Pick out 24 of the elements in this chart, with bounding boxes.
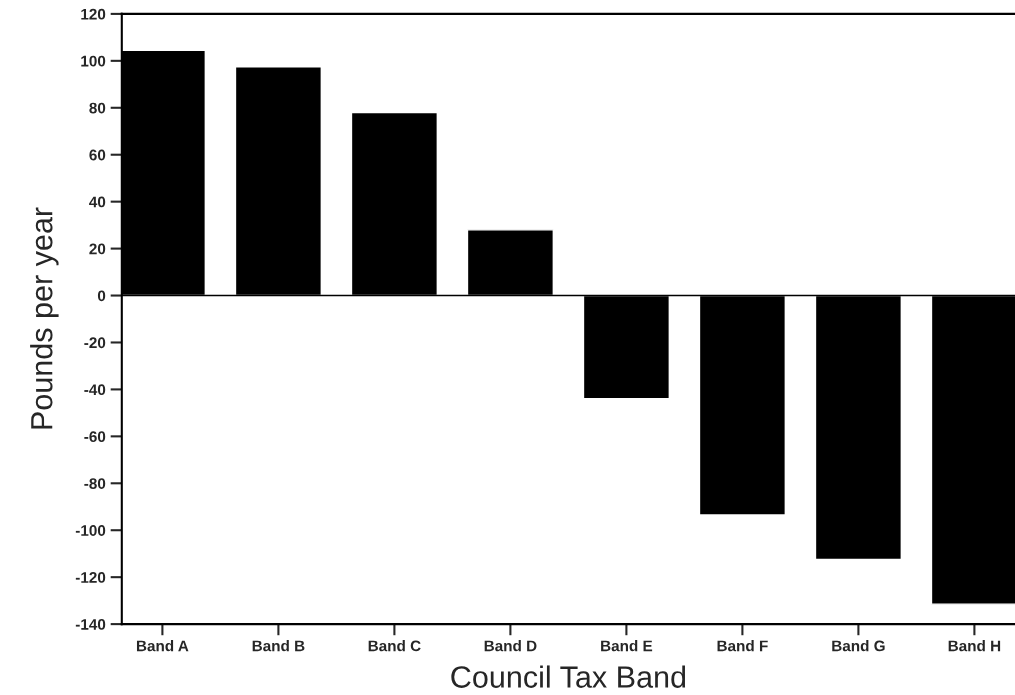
x-tick-label: Band D	[484, 640, 537, 652]
y-axis-title: Pounds per year	[30, 207, 59, 429]
y-tick-label: -80	[84, 478, 106, 489]
x-tick-label: Band F	[717, 640, 768, 652]
y-tick-label: -140	[75, 618, 106, 630]
x-tick-label: Band C	[368, 640, 421, 652]
y-tick-label: 0	[97, 290, 106, 302]
y-tick-label: 40	[89, 196, 106, 208]
y-tick-label: 80	[89, 102, 106, 114]
y-tick-label: -40	[84, 384, 106, 396]
x-tick-label: Band H	[948, 640, 1001, 652]
y-tick-label: -20	[84, 337, 106, 349]
x-axis-title: Council Tax Band	[451, 665, 686, 688]
y-tick-label: -60	[84, 431, 106, 443]
y-tick-label: 100	[81, 55, 106, 67]
x-tick-label: Band B	[252, 640, 305, 652]
y-tick-label: 60	[89, 149, 106, 161]
y-tick-label: 120	[81, 8, 106, 20]
y-tick-label: 20	[89, 243, 106, 255]
y-tick-label: -100	[75, 525, 106, 536]
x-tick-label: Band A	[136, 640, 189, 652]
x-tick-label: Band E	[601, 640, 653, 652]
x-tick-label: Band G	[832, 640, 885, 652]
y-tick-label: -120	[75, 572, 106, 583]
